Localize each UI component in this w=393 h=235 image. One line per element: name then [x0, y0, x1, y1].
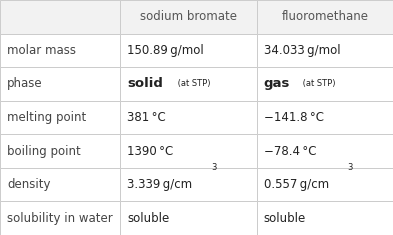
- Text: 0.557 g/cm: 0.557 g/cm: [264, 178, 329, 191]
- Bar: [0, 201, 120, 235]
- Bar: [0, 101, 120, 134]
- Bar: [120, 168, 257, 201]
- Text: phase: phase: [7, 77, 43, 90]
- Bar: [120, 0, 257, 34]
- Text: density: density: [7, 178, 51, 191]
- Bar: [120, 101, 257, 134]
- Text: gas: gas: [264, 77, 290, 90]
- Bar: [257, 168, 393, 201]
- Text: sodium bromate: sodium bromate: [140, 10, 237, 23]
- Bar: [120, 67, 257, 101]
- Bar: [0, 67, 120, 101]
- Text: −78.4 °C: −78.4 °C: [264, 145, 316, 158]
- Text: solid: solid: [127, 77, 163, 90]
- Bar: [0, 168, 120, 201]
- Text: 1390 °C: 1390 °C: [127, 145, 173, 158]
- Text: molar mass: molar mass: [7, 44, 76, 57]
- Bar: [120, 201, 257, 235]
- Bar: [0, 34, 120, 67]
- Bar: [257, 67, 393, 101]
- Bar: [257, 134, 393, 168]
- Bar: [257, 201, 393, 235]
- Text: (at STP): (at STP): [175, 79, 211, 88]
- Bar: [120, 34, 257, 67]
- Text: −141.8 °C: −141.8 °C: [264, 111, 324, 124]
- Bar: [257, 34, 393, 67]
- Text: solubility in water: solubility in water: [7, 212, 113, 225]
- Text: soluble: soluble: [264, 212, 306, 225]
- Text: 381 °C: 381 °C: [127, 111, 166, 124]
- Text: 150.89 g/mol: 150.89 g/mol: [127, 44, 204, 57]
- Bar: [0, 0, 120, 34]
- Bar: [120, 134, 257, 168]
- Text: (at STP): (at STP): [300, 79, 335, 88]
- Text: 3.339 g/cm: 3.339 g/cm: [127, 178, 192, 191]
- Text: fluoromethane: fluoromethane: [281, 10, 368, 23]
- Text: 34.033 g/mol: 34.033 g/mol: [264, 44, 340, 57]
- Bar: [257, 101, 393, 134]
- Bar: [257, 0, 393, 34]
- Text: 3: 3: [348, 163, 353, 172]
- Bar: [0, 134, 120, 168]
- Text: soluble: soluble: [127, 212, 169, 225]
- Text: 3: 3: [211, 163, 216, 172]
- Text: melting point: melting point: [7, 111, 86, 124]
- Text: boiling point: boiling point: [7, 145, 81, 158]
